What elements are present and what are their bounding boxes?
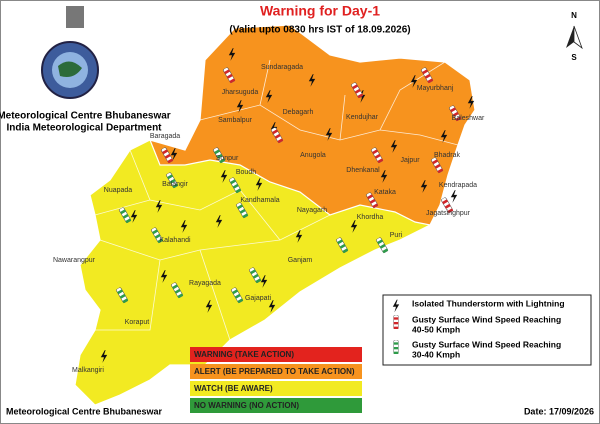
footer-date: Date: 17/09/2026: [524, 406, 594, 416]
district-label: Debagarh: [283, 109, 314, 116]
district-label: Sambalpur: [218, 117, 253, 124]
district-labels: Sundaragada Jharsuguda Sambalpur Debagarh Ke…: [53, 64, 485, 374]
legend-text: Isolated Thunderstorm with Lightning: [412, 298, 565, 308]
district-label: Balangir: [162, 181, 188, 188]
subtitle: (Valid upto 0830 hrs IST of 18.09.2026): [229, 25, 410, 36]
district-label: Ganjam: [288, 257, 313, 264]
compass: N S: [566, 11, 583, 62]
legend-text: 30-40 Kmph: [412, 349, 460, 359]
level-label: ALERT (BE PREPARED TO TAKE ACTION): [194, 367, 355, 376]
level-swatch: [190, 364, 362, 379]
org-name: Meteorological Centre Bhubaneswar: [0, 111, 171, 122]
level-label: WATCH (BE AWARE): [194, 384, 273, 393]
district-label: Koraput: [125, 319, 150, 326]
district-label: Malkangiri: [72, 367, 104, 374]
legend-icon: [393, 340, 399, 354]
district-label: Khordha: [357, 214, 384, 221]
legend-text: 40-50 Kmph: [412, 324, 460, 334]
district-label: Baleshwar: [452, 115, 485, 122]
level-swatch: [190, 347, 362, 362]
district-label: Boudh: [236, 169, 256, 176]
north-label: N: [571, 11, 577, 20]
title: Warning for Day-1: [260, 3, 380, 19]
district-label: Nayagarh: [297, 207, 327, 214]
level-swatch: [190, 398, 362, 413]
district-label: Baragada: [150, 133, 180, 140]
district-label: Rayagada: [189, 280, 221, 287]
legend-text: Gusty Surface Wind Speed Reaching: [412, 339, 561, 349]
district-label: Sonpur: [216, 155, 239, 162]
footer-org: Meteorological Centre Bhubaneswar: [6, 406, 163, 416]
level-label: NO WARNING (NO ACTION): [194, 401, 299, 410]
district-label: Dhenkanal: [346, 167, 380, 174]
district-label: Kendrapada: [439, 182, 477, 189]
legend: Isolated Thunderstorm with Lightning Gust…: [392, 298, 565, 359]
legend-text: Gusty Surface Wind Speed Reaching: [412, 314, 561, 324]
district-label: Anugola: [300, 152, 326, 159]
legend-icon: [393, 315, 399, 329]
district-label: Mayurbhanj: [417, 85, 454, 92]
south-label: S: [571, 53, 577, 62]
district-label: Jharsuguda: [222, 89, 259, 96]
org-name: India Meteorological Department: [6, 123, 162, 134]
district-label: Kendujhar: [346, 114, 379, 121]
legend-box: [382, 294, 592, 366]
district-label: Nuapada: [104, 187, 133, 194]
level-label: WARNING (TAKE ACTION): [194, 350, 294, 359]
emblem: [41, 6, 99, 99]
district-label: Gajapati: [245, 295, 272, 302]
district-label: Kalahandi: [159, 237, 191, 244]
level-swatch: [190, 381, 362, 396]
district-label: Kataka: [374, 189, 396, 196]
district-label: Jagatsinghpur: [426, 210, 471, 217]
district-label: Bhadrak: [434, 152, 461, 159]
warning-levels: WARNING (TAKE ACTION) ALERT (BE PREPARED …: [190, 347, 362, 413]
district-label: Nawarangpur: [53, 257, 96, 264]
district-label: Kandhamala: [240, 197, 279, 204]
district-label: Jajpur: [400, 157, 420, 164]
district-label: Sundaragada: [261, 64, 303, 71]
district-label: Puri: [390, 232, 403, 239]
